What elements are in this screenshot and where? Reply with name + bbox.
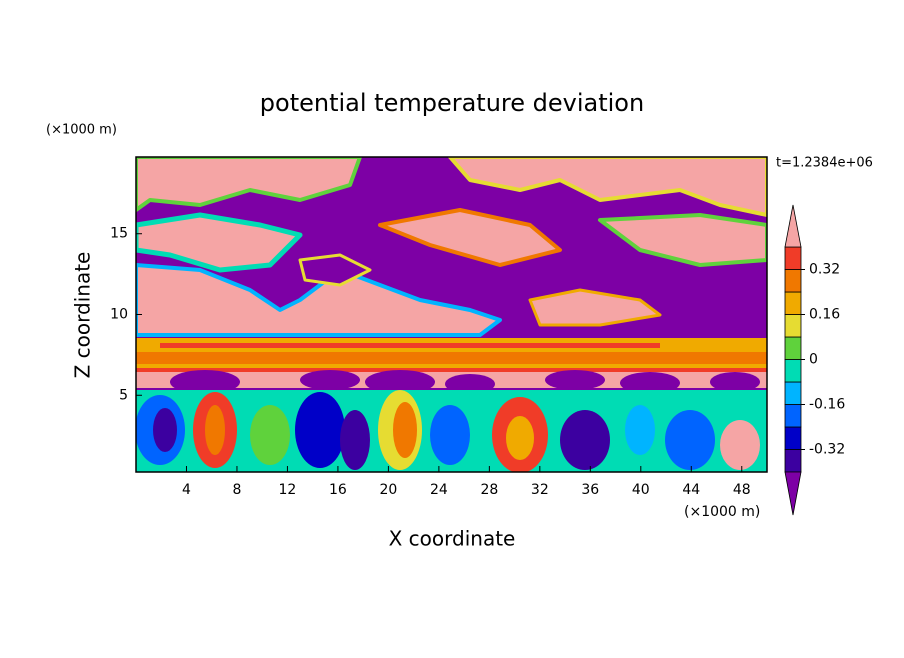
y-unit: (×1000 m) — [46, 123, 117, 138]
x-tick-label: 28 — [480, 482, 498, 498]
x-tick-label: 12 — [279, 482, 297, 498]
colorbar-high-triangle — [784, 204, 802, 248]
colorbar-low-triangle — [784, 471, 802, 516]
colorbar-box — [784, 246, 802, 270]
x-axis-label: X coordinate — [389, 527, 516, 551]
colorbar-box — [784, 426, 802, 450]
y-tick-label: 15 — [110, 226, 128, 242]
x-tick-label: 20 — [379, 482, 397, 498]
colorbar-box — [784, 336, 802, 360]
colorbar-label: -0.32 — [809, 442, 845, 458]
colorbar-label: 0.16 — [809, 307, 840, 323]
x-unit: (×1000 m) — [684, 504, 760, 520]
colorbar-label: -0.16 — [809, 397, 845, 413]
colorbar-box — [784, 291, 802, 315]
colorbar-box — [784, 381, 802, 405]
colorbar-box — [784, 449, 802, 473]
colorbar-box — [784, 404, 802, 428]
colorbar-box — [784, 314, 802, 338]
x-tick-label: 4 — [182, 482, 191, 498]
x-tick-label: 24 — [430, 482, 448, 498]
contour-field — [136, 157, 767, 472]
chart-title: potential temperature deviation — [260, 89, 644, 117]
colorbar-label: 0 — [809, 352, 818, 368]
x-tick-label: 48 — [733, 482, 751, 498]
x-tick-label: 36 — [581, 482, 599, 498]
time-label: t=1.2384e+06 — [776, 156, 873, 171]
colorbar-box — [784, 269, 802, 293]
colorbar-label: 0.32 — [809, 262, 840, 278]
x-tick-label: 8 — [232, 482, 241, 498]
x-tick-label: 16 — [329, 482, 347, 498]
x-tick-label: 32 — [531, 482, 549, 498]
y-axis-label: Z coordinate — [71, 252, 95, 379]
y-tick-label: 10 — [110, 307, 128, 323]
colorbar-box — [784, 359, 802, 383]
y-tick-label: 5 — [119, 387, 128, 403]
x-tick-label: 44 — [682, 482, 700, 498]
x-tick-label: 40 — [632, 482, 650, 498]
